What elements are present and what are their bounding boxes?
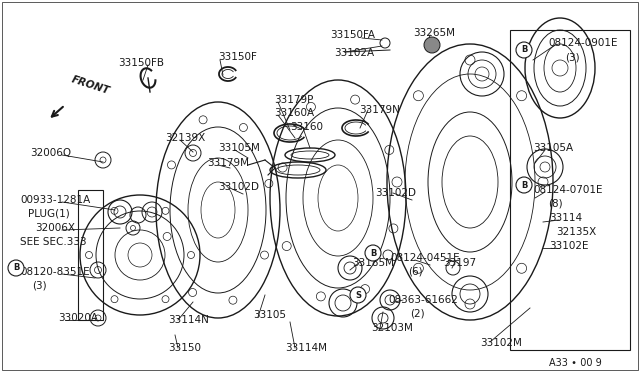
Text: 33020A: 33020A xyxy=(58,313,98,323)
Text: 32139X: 32139X xyxy=(165,133,205,143)
Text: 33150FB: 33150FB xyxy=(118,58,164,68)
Text: S: S xyxy=(355,291,361,299)
Circle shape xyxy=(424,37,440,53)
Text: 33150FA: 33150FA xyxy=(330,30,375,40)
Text: 33197: 33197 xyxy=(443,258,476,268)
Text: 08124-0451E: 08124-0451E xyxy=(390,253,460,263)
Text: 33179M: 33179M xyxy=(207,158,249,168)
Text: 33150F: 33150F xyxy=(218,52,257,62)
Text: (3): (3) xyxy=(565,53,580,63)
Text: (8): (8) xyxy=(548,199,563,209)
Text: (2): (2) xyxy=(410,309,424,319)
Text: 33105: 33105 xyxy=(253,310,286,320)
Text: 33102D: 33102D xyxy=(218,182,259,192)
Text: 33102E: 33102E xyxy=(549,241,589,251)
Text: 33114: 33114 xyxy=(549,213,582,223)
Text: 33179P: 33179P xyxy=(274,95,314,105)
Text: 08124-0901E: 08124-0901E xyxy=(548,38,618,48)
Text: 33179N: 33179N xyxy=(359,105,400,115)
Text: 33114M: 33114M xyxy=(285,343,327,353)
Text: A33 ∙ 00 9: A33 ∙ 00 9 xyxy=(549,358,602,368)
Text: 08120-8351E: 08120-8351E xyxy=(20,267,90,277)
Circle shape xyxy=(8,260,24,276)
Text: (3): (3) xyxy=(32,281,47,291)
Text: 33102A: 33102A xyxy=(334,48,374,58)
Text: 33102D: 33102D xyxy=(375,188,416,198)
Text: B: B xyxy=(521,45,527,55)
Text: 33102M: 33102M xyxy=(480,338,522,348)
Text: 33114N: 33114N xyxy=(168,315,209,325)
Text: 33265M: 33265M xyxy=(413,28,455,38)
Text: 32006X: 32006X xyxy=(35,223,75,233)
Text: 08124-0701E: 08124-0701E xyxy=(533,185,602,195)
Circle shape xyxy=(516,177,532,193)
Text: 33160: 33160 xyxy=(290,122,323,132)
Text: 33150: 33150 xyxy=(168,343,201,353)
Text: 32135X: 32135X xyxy=(556,227,596,237)
Text: 08363-61662: 08363-61662 xyxy=(388,295,458,305)
Text: 33105M: 33105M xyxy=(218,143,260,153)
Circle shape xyxy=(516,42,532,58)
Text: FRONT: FRONT xyxy=(70,74,111,96)
Text: B: B xyxy=(370,248,376,257)
Text: 32006Q: 32006Q xyxy=(30,148,71,158)
Bar xyxy=(78,190,103,320)
Text: SEE SEC.333: SEE SEC.333 xyxy=(20,237,86,247)
Text: (6): (6) xyxy=(408,267,422,277)
Text: 00933-1281A: 00933-1281A xyxy=(20,195,90,205)
Text: 32103M: 32103M xyxy=(371,323,413,333)
Text: B: B xyxy=(521,180,527,189)
Circle shape xyxy=(350,287,366,303)
Text: 33160A: 33160A xyxy=(274,108,314,118)
Text: B: B xyxy=(13,263,19,273)
Text: PLUG(1): PLUG(1) xyxy=(28,209,70,219)
Circle shape xyxy=(365,245,381,261)
Bar xyxy=(510,30,630,350)
Text: 33105A: 33105A xyxy=(533,143,573,153)
Text: 33185M: 33185M xyxy=(352,258,394,268)
